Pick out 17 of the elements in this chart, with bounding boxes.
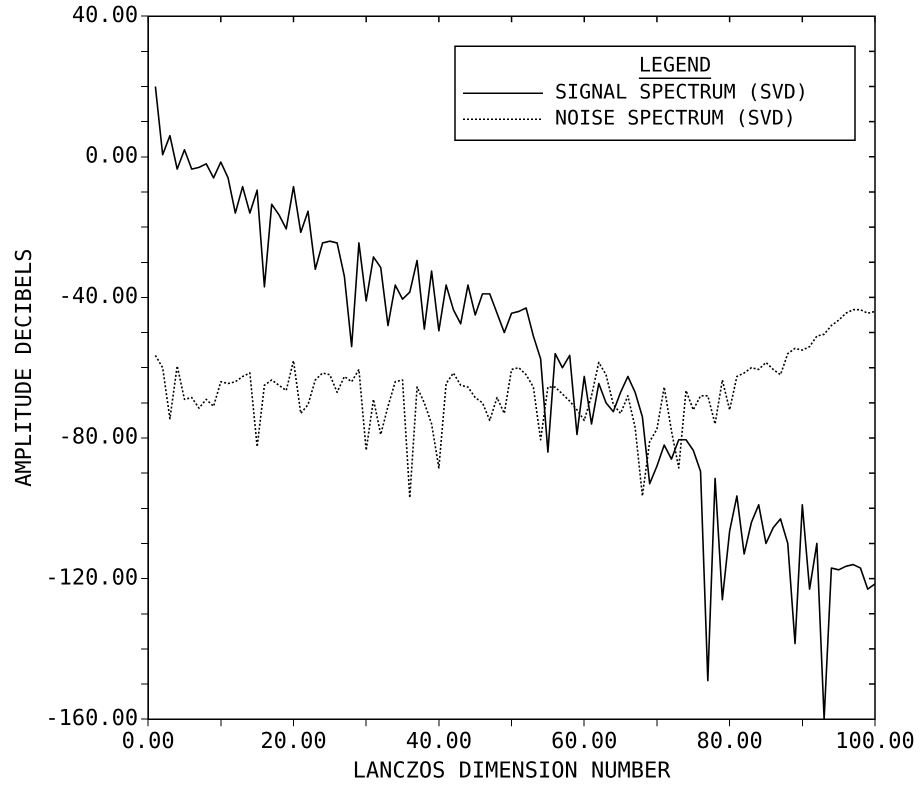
x-tick-label: 60.00 [551,729,618,754]
x-tick-label: 40.00 [406,729,472,754]
x-tick-label: 0.00 [122,729,175,754]
legend-label: SIGNAL SPECTRUM (SVD) [555,79,808,104]
x-tick-label: 100.00 [835,729,915,754]
y-tick-label: -40.00 [58,284,138,310]
legend-title: LEGEND [638,52,712,76]
y-tick-label: 0.00 [85,144,138,169]
y-tick-label: -120.00 [45,565,138,590]
x-tick-label: 20.00 [260,729,327,754]
legend-label: NOISE SPECTRUM (SVD) [555,105,796,130]
y-tick-label: 40.00 [72,2,138,28]
x-tick-label: 80.00 [696,729,763,754]
y-tick-label: -160.00 [45,706,138,731]
y-axis-title: AMPLITUDE DECIBELS [12,248,37,487]
y-tick-label: -80.00 [58,424,138,450]
x-axis-title: LANCZOS DIMENSION NUMBER [352,758,672,784]
